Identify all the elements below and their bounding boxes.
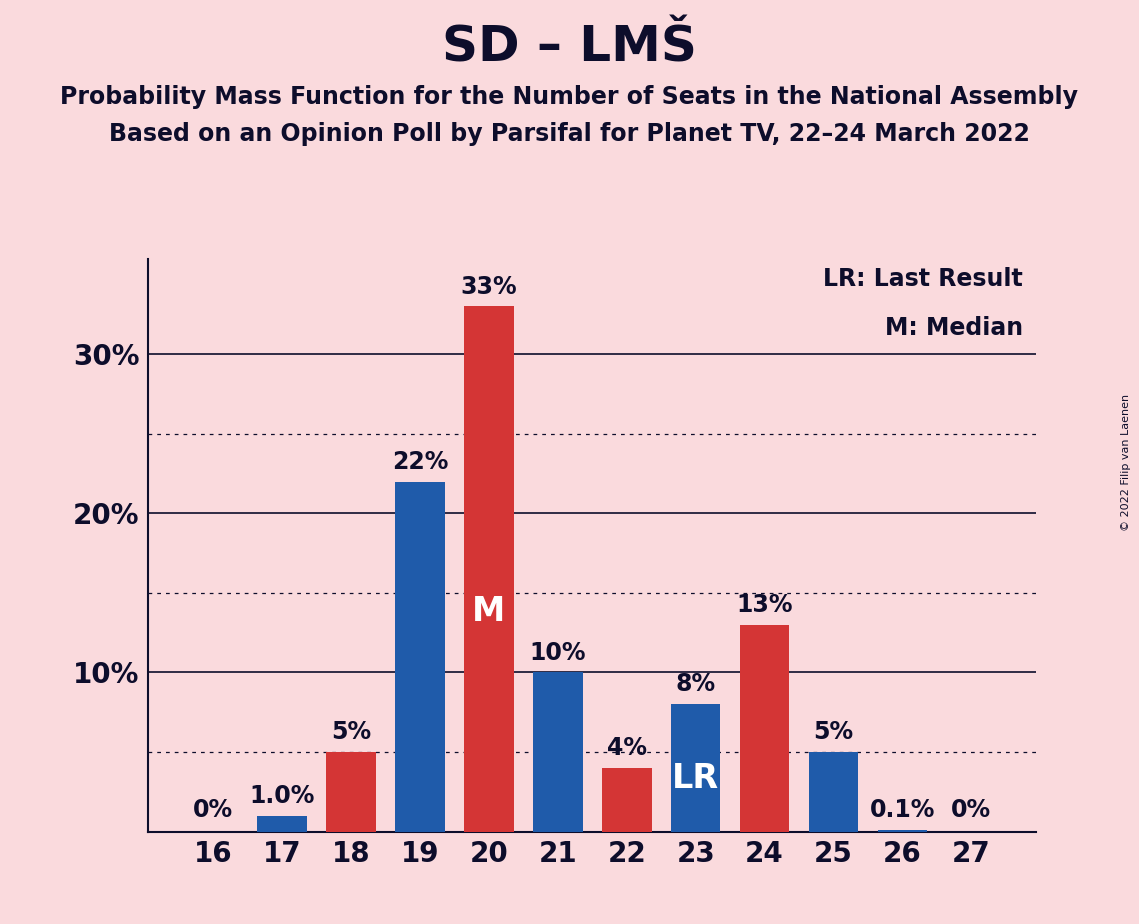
Bar bbox=[601, 768, 652, 832]
Bar bbox=[809, 752, 859, 832]
Text: Probability Mass Function for the Number of Seats in the National Assembly: Probability Mass Function for the Number… bbox=[60, 85, 1079, 109]
Text: 8%: 8% bbox=[675, 673, 715, 697]
Text: 0.1%: 0.1% bbox=[870, 798, 935, 822]
Text: 4%: 4% bbox=[607, 736, 647, 760]
Text: 10%: 10% bbox=[530, 640, 587, 664]
Bar bbox=[464, 307, 514, 832]
Bar bbox=[326, 752, 376, 832]
Text: LR: LR bbox=[672, 761, 719, 795]
Text: 13%: 13% bbox=[736, 593, 793, 617]
Text: 5%: 5% bbox=[813, 720, 853, 744]
Text: 0%: 0% bbox=[194, 798, 233, 822]
Bar bbox=[533, 673, 583, 832]
Text: 0%: 0% bbox=[951, 798, 991, 822]
Text: © 2022 Filip van Laenen: © 2022 Filip van Laenen bbox=[1121, 394, 1131, 530]
Text: Based on an Opinion Poll by Parsifal for Planet TV, 22–24 March 2022: Based on an Opinion Poll by Parsifal for… bbox=[109, 122, 1030, 146]
Bar bbox=[671, 704, 721, 832]
Text: 33%: 33% bbox=[460, 274, 517, 298]
Text: SD – LMŠ: SD – LMŠ bbox=[442, 23, 697, 71]
Text: 1.0%: 1.0% bbox=[249, 784, 314, 808]
Text: M: Median: M: Median bbox=[885, 316, 1023, 340]
Text: 22%: 22% bbox=[392, 450, 448, 474]
Text: LR: Last Result: LR: Last Result bbox=[823, 267, 1023, 291]
Text: M: M bbox=[473, 594, 506, 627]
Text: 5%: 5% bbox=[331, 720, 371, 744]
Bar bbox=[395, 481, 445, 832]
Bar bbox=[877, 830, 927, 832]
Bar bbox=[739, 625, 789, 832]
Bar bbox=[257, 816, 308, 832]
